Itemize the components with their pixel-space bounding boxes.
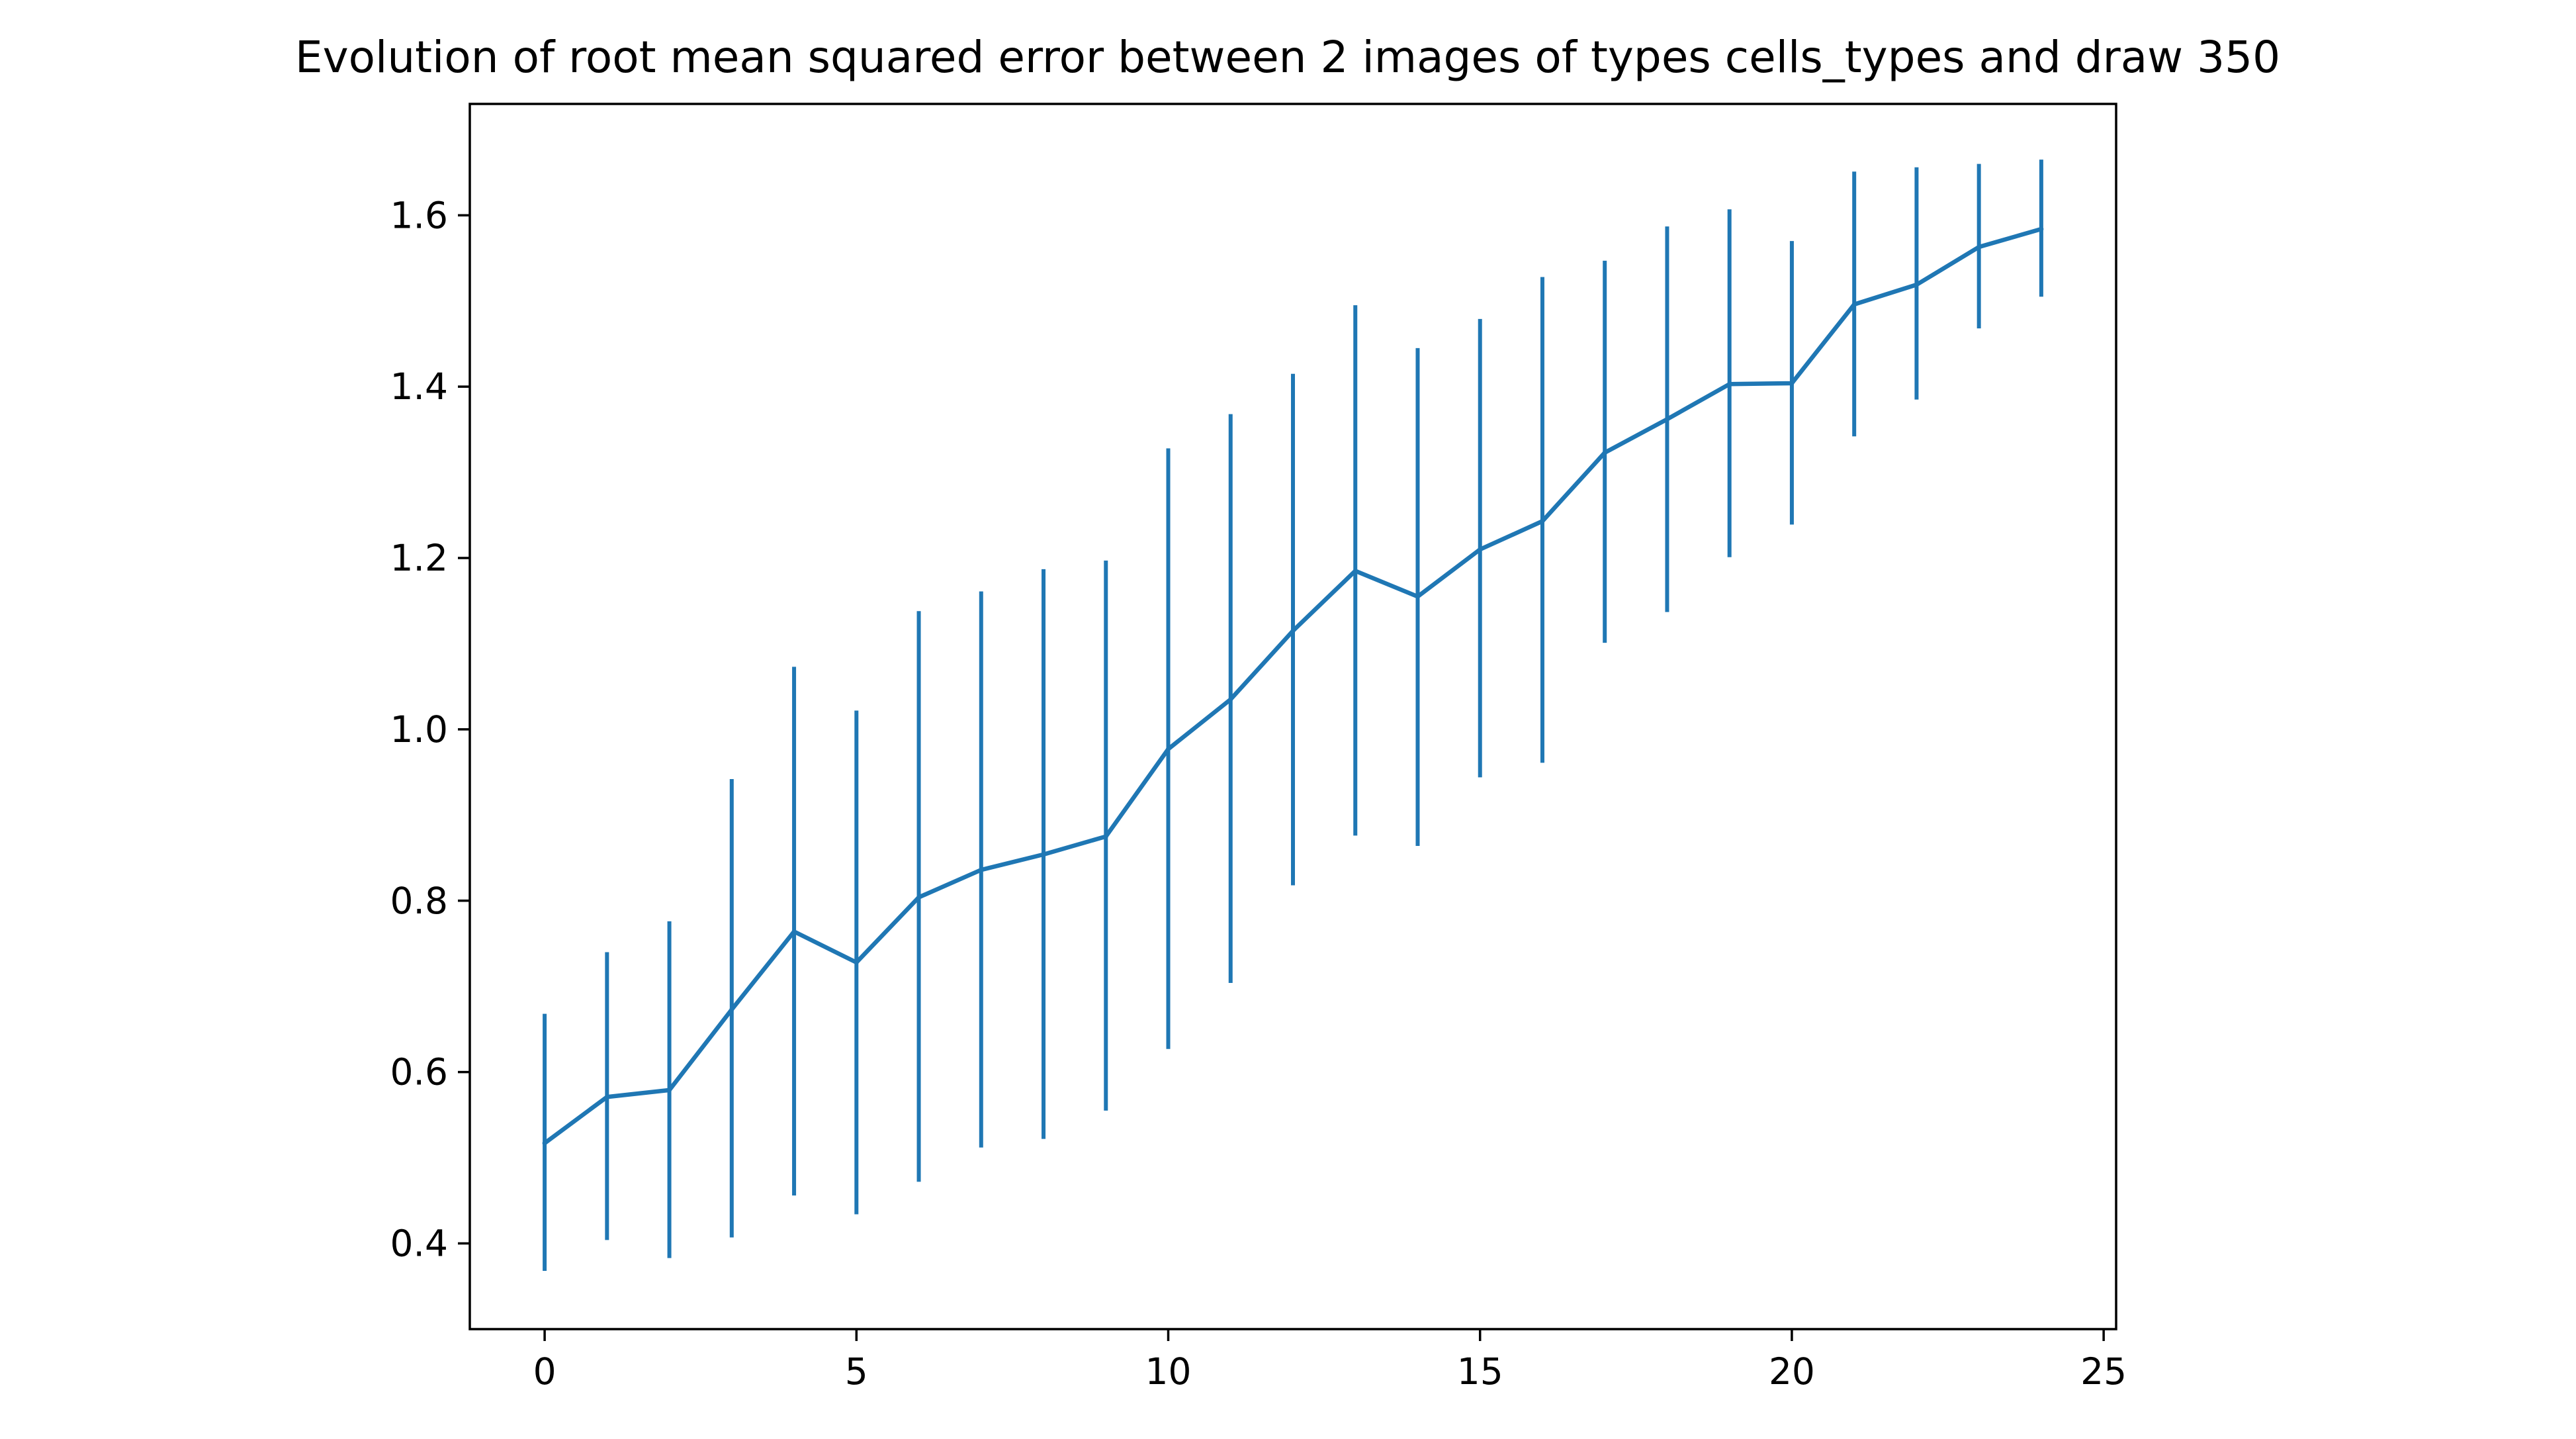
data-point-14 — [1415, 594, 1420, 599]
data-point-12 — [1290, 628, 1296, 633]
x-tick-label-1: 5 — [845, 1350, 868, 1393]
data-point-22 — [1914, 282, 1919, 287]
series-line-group — [542, 226, 2044, 1146]
data-point-17 — [1602, 450, 1607, 455]
y-axis-ticks: 0.4 0.6 0.8 1.0 1.2 1.4 1.6 — [390, 194, 470, 1265]
x-axis-ticks: 0 5 10 15 20 25 — [533, 1329, 2127, 1393]
data-point-7 — [979, 867, 984, 872]
y-tick-label-3: 1.0 — [390, 708, 448, 751]
y-tick-label-0: 0.4 — [390, 1223, 448, 1265]
data-point-11 — [1228, 697, 1233, 702]
x-tick-label-2: 10 — [1145, 1350, 1192, 1393]
data-point-5 — [854, 960, 859, 965]
y-tick-label-5: 1.4 — [390, 365, 448, 408]
y-tick-label-6: 1.6 — [390, 194, 448, 236]
chart-title: Evolution of root mean squared error bet… — [295, 32, 2280, 83]
x-tick-label-5: 25 — [2080, 1350, 2127, 1393]
plot-area-frame — [468, 103, 2117, 1330]
y-tick-label-4: 1.2 — [390, 537, 448, 579]
data-point-10 — [1166, 747, 1171, 752]
data-point-15 — [1478, 547, 1483, 552]
data-point-3 — [729, 1007, 734, 1012]
y-tick-label-2: 0.8 — [390, 880, 448, 922]
data-point-23 — [1976, 244, 1982, 250]
data-point-19 — [1727, 381, 1732, 387]
x-tick-label-0: 0 — [533, 1350, 556, 1393]
data-point-2 — [667, 1088, 672, 1093]
x-tick-label-3: 15 — [1457, 1350, 1503, 1393]
data-point-9 — [1103, 834, 1108, 839]
data-point-1 — [604, 1094, 609, 1099]
data-point-8 — [1041, 852, 1046, 857]
data-point-16 — [1540, 518, 1545, 524]
data-point-24 — [2039, 226, 2044, 232]
data-point-6 — [916, 895, 922, 900]
x-tick-label-4: 20 — [1769, 1350, 1815, 1393]
data-point-18 — [1664, 416, 1669, 422]
data-point-21 — [1851, 302, 1857, 307]
data-point-0 — [542, 1140, 547, 1146]
data-point-4 — [791, 929, 797, 934]
data-point-20 — [1789, 381, 1795, 386]
data-point-13 — [1353, 568, 1358, 573]
y-tick-label-1: 0.6 — [390, 1051, 448, 1093]
